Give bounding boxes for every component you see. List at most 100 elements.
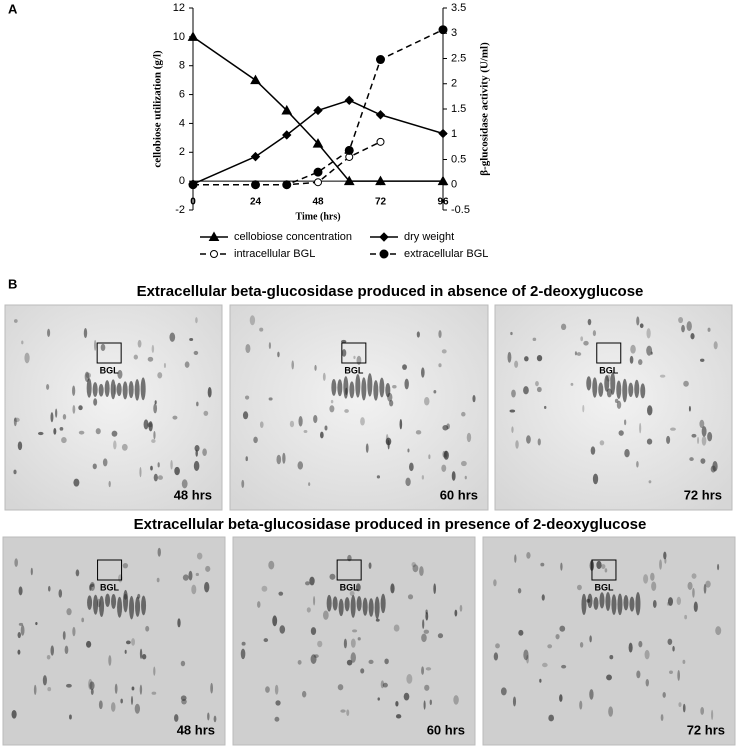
gel-spot [404,378,409,390]
gel-spot [542,662,548,668]
gel-spot [360,668,365,674]
gel-spot [705,580,711,588]
gel-spot [98,383,104,397]
y2-tick-label: 0.5 [451,153,466,165]
gel-spot [495,643,500,649]
gel-spot [424,396,430,406]
gel-spot [143,419,149,430]
band-box [97,559,123,581]
gel-spot [699,419,705,429]
gel-spot [532,337,537,341]
gel-spot [687,581,693,590]
gel-spot [205,565,211,572]
gel-spot [367,373,373,397]
gel-spot [139,684,143,695]
gel-spot [89,581,95,592]
gel-spot [111,594,117,609]
band-box [341,342,367,364]
gel-spot [113,440,117,450]
gel-spot [406,673,413,684]
gel-spot [380,593,386,614]
gel-spot [350,595,356,618]
legend-label: cellobiose concentration [234,231,352,243]
legend-marker [379,249,389,259]
gel-spot [207,386,212,398]
gel-spot [636,670,641,679]
gel-spot [349,381,355,399]
gel-spot [35,622,38,626]
gel-spot [459,604,463,612]
gel-spot [453,695,459,705]
gel-spot [134,379,140,401]
gel-spot [13,319,18,323]
gel-spot [682,703,686,713]
gel-spot [289,420,295,428]
gel-spot [547,644,553,649]
gel-spot [606,674,612,681]
gel-spot [193,460,200,471]
gel-spot [579,700,583,710]
gel-spot [405,477,411,487]
gel-image: BGL 72 hrs [482,536,736,746]
gel-spot [72,626,76,637]
gel-spot [46,383,50,390]
gel-spot [646,438,653,445]
gel-spot [47,686,52,692]
gel-spot [390,583,395,594]
gel-spot [539,678,542,683]
gel-spot [337,684,344,691]
gel-spot [93,398,98,406]
gel-spot [617,593,623,616]
gel-image: BGL 60 hrs [229,304,489,511]
gel-spot [202,448,207,456]
gel-spot [313,654,319,658]
gel-spot [441,464,447,472]
gel-spot [110,379,116,400]
gel-spot [701,435,707,446]
data-point [312,138,324,148]
gel-spot [511,389,516,398]
gel-spot [638,640,643,648]
gel-spot [466,432,472,443]
gel-spot [710,465,716,473]
gel-spot [182,574,189,581]
gel-spot [392,385,397,389]
gel-spot [672,645,675,652]
gel-spot [574,351,577,356]
band-label: BGL [100,582,120,592]
gel-spot [129,595,135,620]
gel-spot [650,351,653,355]
gel-image: BGL 60 hrs [232,536,476,746]
gel-spot [587,318,592,326]
gel-spot [715,626,722,636]
gel-spot [659,559,662,570]
gel-spot [174,714,179,722]
gel-spot [17,632,21,639]
gel-spot [17,649,21,655]
gel-spot [636,316,640,326]
gel-spot [537,438,541,446]
gel-spot [511,426,514,433]
gel-spot [151,691,157,695]
gel-spot [677,670,681,681]
gel-spot [259,421,264,428]
panel-label: A [8,1,18,16]
gel-spot [104,380,110,397]
gel-spot [62,414,67,420]
gel-spot [618,430,624,436]
gel-spot [361,377,367,401]
gel-spot [352,629,358,633]
gel-spot [389,399,394,407]
gel-spot [616,400,622,409]
gel-spot [356,355,362,365]
band-label: BGL [100,365,120,375]
gel-spot [407,448,410,453]
data-point [344,95,354,106]
gel-spot [125,640,131,645]
gel-spot [114,683,118,694]
gel-spot [624,419,627,426]
gel-spot [20,624,25,636]
gel-spot [320,431,324,439]
gel-spot [586,376,592,391]
gel-spot [423,700,426,710]
